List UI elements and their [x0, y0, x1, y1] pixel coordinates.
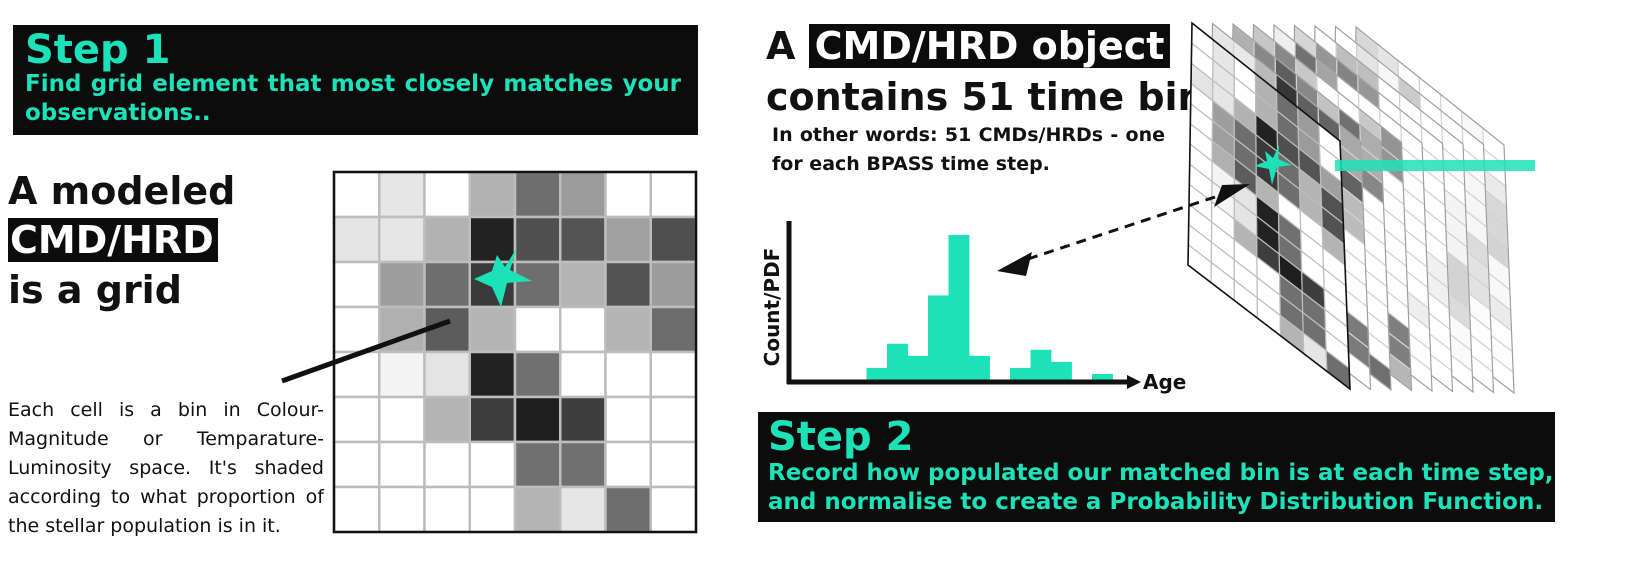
hist-y-label: Count/PDF — [760, 248, 784, 367]
grid-pointer-line — [281, 318, 451, 384]
grid-cell — [649, 260, 698, 309]
hist-bar — [969, 355, 990, 380]
grid-cell — [513, 305, 562, 354]
hist-bar — [866, 367, 888, 380]
step1-box: Step 1 Find grid element that most close… — [13, 25, 698, 135]
hist-bar — [907, 355, 929, 380]
hist-bar — [1092, 373, 1113, 380]
hist-bar — [1051, 361, 1072, 380]
hist-x-label: Age — [1143, 370, 1186, 394]
hist-bar — [948, 235, 970, 380]
grid-cell — [468, 440, 517, 489]
grid-cell — [649, 485, 698, 534]
grid-border — [332, 170, 698, 534]
object-heading-line2: contains 51 time bins — [766, 75, 1228, 119]
grid-cell — [649, 395, 698, 444]
grid-cell — [423, 260, 471, 309]
matched-bin-band — [1335, 160, 1535, 171]
grid-cell — [332, 395, 381, 444]
grid-cell — [649, 170, 698, 219]
left-heading-highlight: CMD/HRD — [8, 218, 218, 262]
grid-cell — [604, 215, 652, 264]
grid-cell — [559, 440, 607, 489]
grid-cell — [468, 485, 517, 534]
grid-cell — [378, 485, 426, 534]
grid-cell — [559, 395, 607, 444]
grid-cell — [513, 350, 562, 399]
step2-title: Step 2 — [768, 414, 914, 460]
grid-cell — [332, 260, 381, 309]
hist-x-arrow-icon — [1127, 375, 1141, 389]
grid-star-icon — [474, 247, 532, 307]
hist-bar — [887, 343, 908, 380]
grid-cell — [513, 485, 562, 534]
step1-title: Step 1 — [25, 27, 171, 73]
arrow-head-right-icon — [1214, 184, 1250, 207]
grid-cell — [378, 440, 426, 489]
step1-text: Find grid element that most closely matc… — [25, 71, 681, 126]
pdf-histogram: Count/PDF Age — [760, 221, 1186, 394]
grid-cell — [649, 440, 698, 489]
cmd-grid — [332, 170, 698, 534]
object-heading-highlight: CMD/HRD object — [808, 24, 1171, 68]
hist-bar — [1010, 367, 1031, 380]
grid-cell — [559, 485, 607, 534]
object-heading-line1: A CMD/HRD object — [766, 24, 1171, 68]
cmd-slice — [1187, 21, 1351, 391]
hist-bar — [928, 295, 949, 380]
slice-outline — [1187, 21, 1351, 391]
step2-box: Step 2 Record how populated our matched … — [758, 412, 1555, 522]
stack-star-icon — [1254, 145, 1292, 185]
object-heading-prefix: A — [766, 24, 796, 68]
left-heading-line2: CMD/HRD — [8, 218, 218, 262]
grid-cell — [604, 260, 652, 309]
left-heading-line1: A modeled — [8, 169, 236, 213]
object-subtext: In other words: 51 CMDs/HRDs - one for e… — [772, 124, 1165, 175]
grid-cell — [378, 215, 426, 264]
cmd-stack — [1187, 21, 1535, 395]
left-description: Each cell is a bin in Colour-Magnitude o… — [8, 399, 324, 537]
arrow-head-left-icon — [997, 252, 1032, 276]
step2-text-line2: and normalise to create a Probability Di… — [768, 489, 1544, 515]
grid-cell — [604, 170, 652, 219]
left-heading-line3: is a grid — [8, 268, 182, 312]
hist-bar — [1030, 349, 1052, 380]
grid-cell — [513, 440, 562, 489]
grid-cell — [332, 485, 381, 534]
grid-cell — [604, 350, 652, 399]
step2-text-line1: Record how populated our matched bin is … — [768, 460, 1554, 486]
dashed-arrow-line — [1027, 192, 1225, 261]
grid-cell — [513, 215, 562, 264]
